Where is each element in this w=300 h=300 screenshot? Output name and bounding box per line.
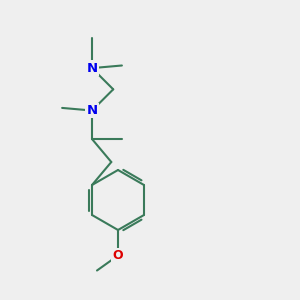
Text: N: N [86, 61, 98, 75]
Text: O: O [113, 249, 123, 262]
Text: N: N [86, 104, 98, 117]
